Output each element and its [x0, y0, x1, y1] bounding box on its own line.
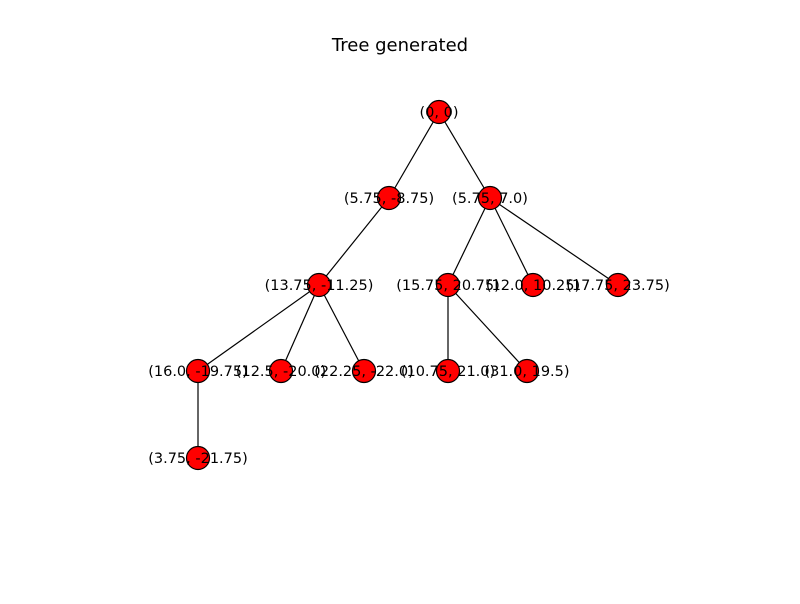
tree-node — [435, 272, 461, 298]
tree-edge — [447, 197, 491, 286]
node-label: (5.75, 7.0) — [452, 191, 528, 207]
tree-node — [268, 358, 294, 384]
tree-edge — [388, 111, 440, 199]
node-label: (31.0, 19.5) — [484, 364, 569, 380]
node-label: (15.75, 20.75) — [396, 278, 500, 294]
tree-node — [351, 358, 377, 384]
tree-edge — [197, 284, 320, 372]
tree-node — [435, 358, 461, 384]
node-label: (3.75, -21.75) — [148, 451, 248, 467]
tree-edge — [447, 284, 528, 372]
tree-edge — [318, 197, 390, 286]
node-label: (5.75, -8.75) — [344, 191, 434, 207]
node-label: (17.75, 23.75) — [566, 278, 670, 294]
tree-node — [376, 185, 402, 211]
tree-node — [185, 358, 211, 384]
tree-node — [514, 358, 540, 384]
nodes-layer — [185, 99, 631, 471]
node-label: (10.75, 21.0) — [401, 364, 495, 380]
figure-title: Tree generated — [331, 35, 469, 56]
tree-node — [426, 99, 452, 125]
tree-node — [477, 185, 503, 211]
tree-node — [185, 445, 211, 471]
node-label: (16.0, -19.75) — [148, 364, 248, 380]
edges-layer — [197, 111, 619, 458]
node-label: (12.0, 10.25) — [486, 278, 580, 294]
tree-edge — [318, 284, 365, 372]
tree-node — [605, 272, 631, 298]
labels-layer: (0, 0) (5.75, -8.75) (5.75, 7.0) (13.75, -1… — [148, 105, 670, 467]
tree-edge — [280, 284, 320, 372]
tree-node — [306, 272, 332, 298]
tree-edge — [438, 111, 491, 199]
tree-edge — [489, 197, 534, 286]
node-label: (0, 0) — [420, 105, 459, 121]
node-label: (12.5, -20.0) — [236, 364, 326, 380]
node-label: (22.25, -22.0) — [314, 364, 414, 380]
tree-node — [520, 272, 546, 298]
node-label: (13.75, -11.25) — [265, 278, 374, 294]
tree-edge — [489, 197, 619, 286]
